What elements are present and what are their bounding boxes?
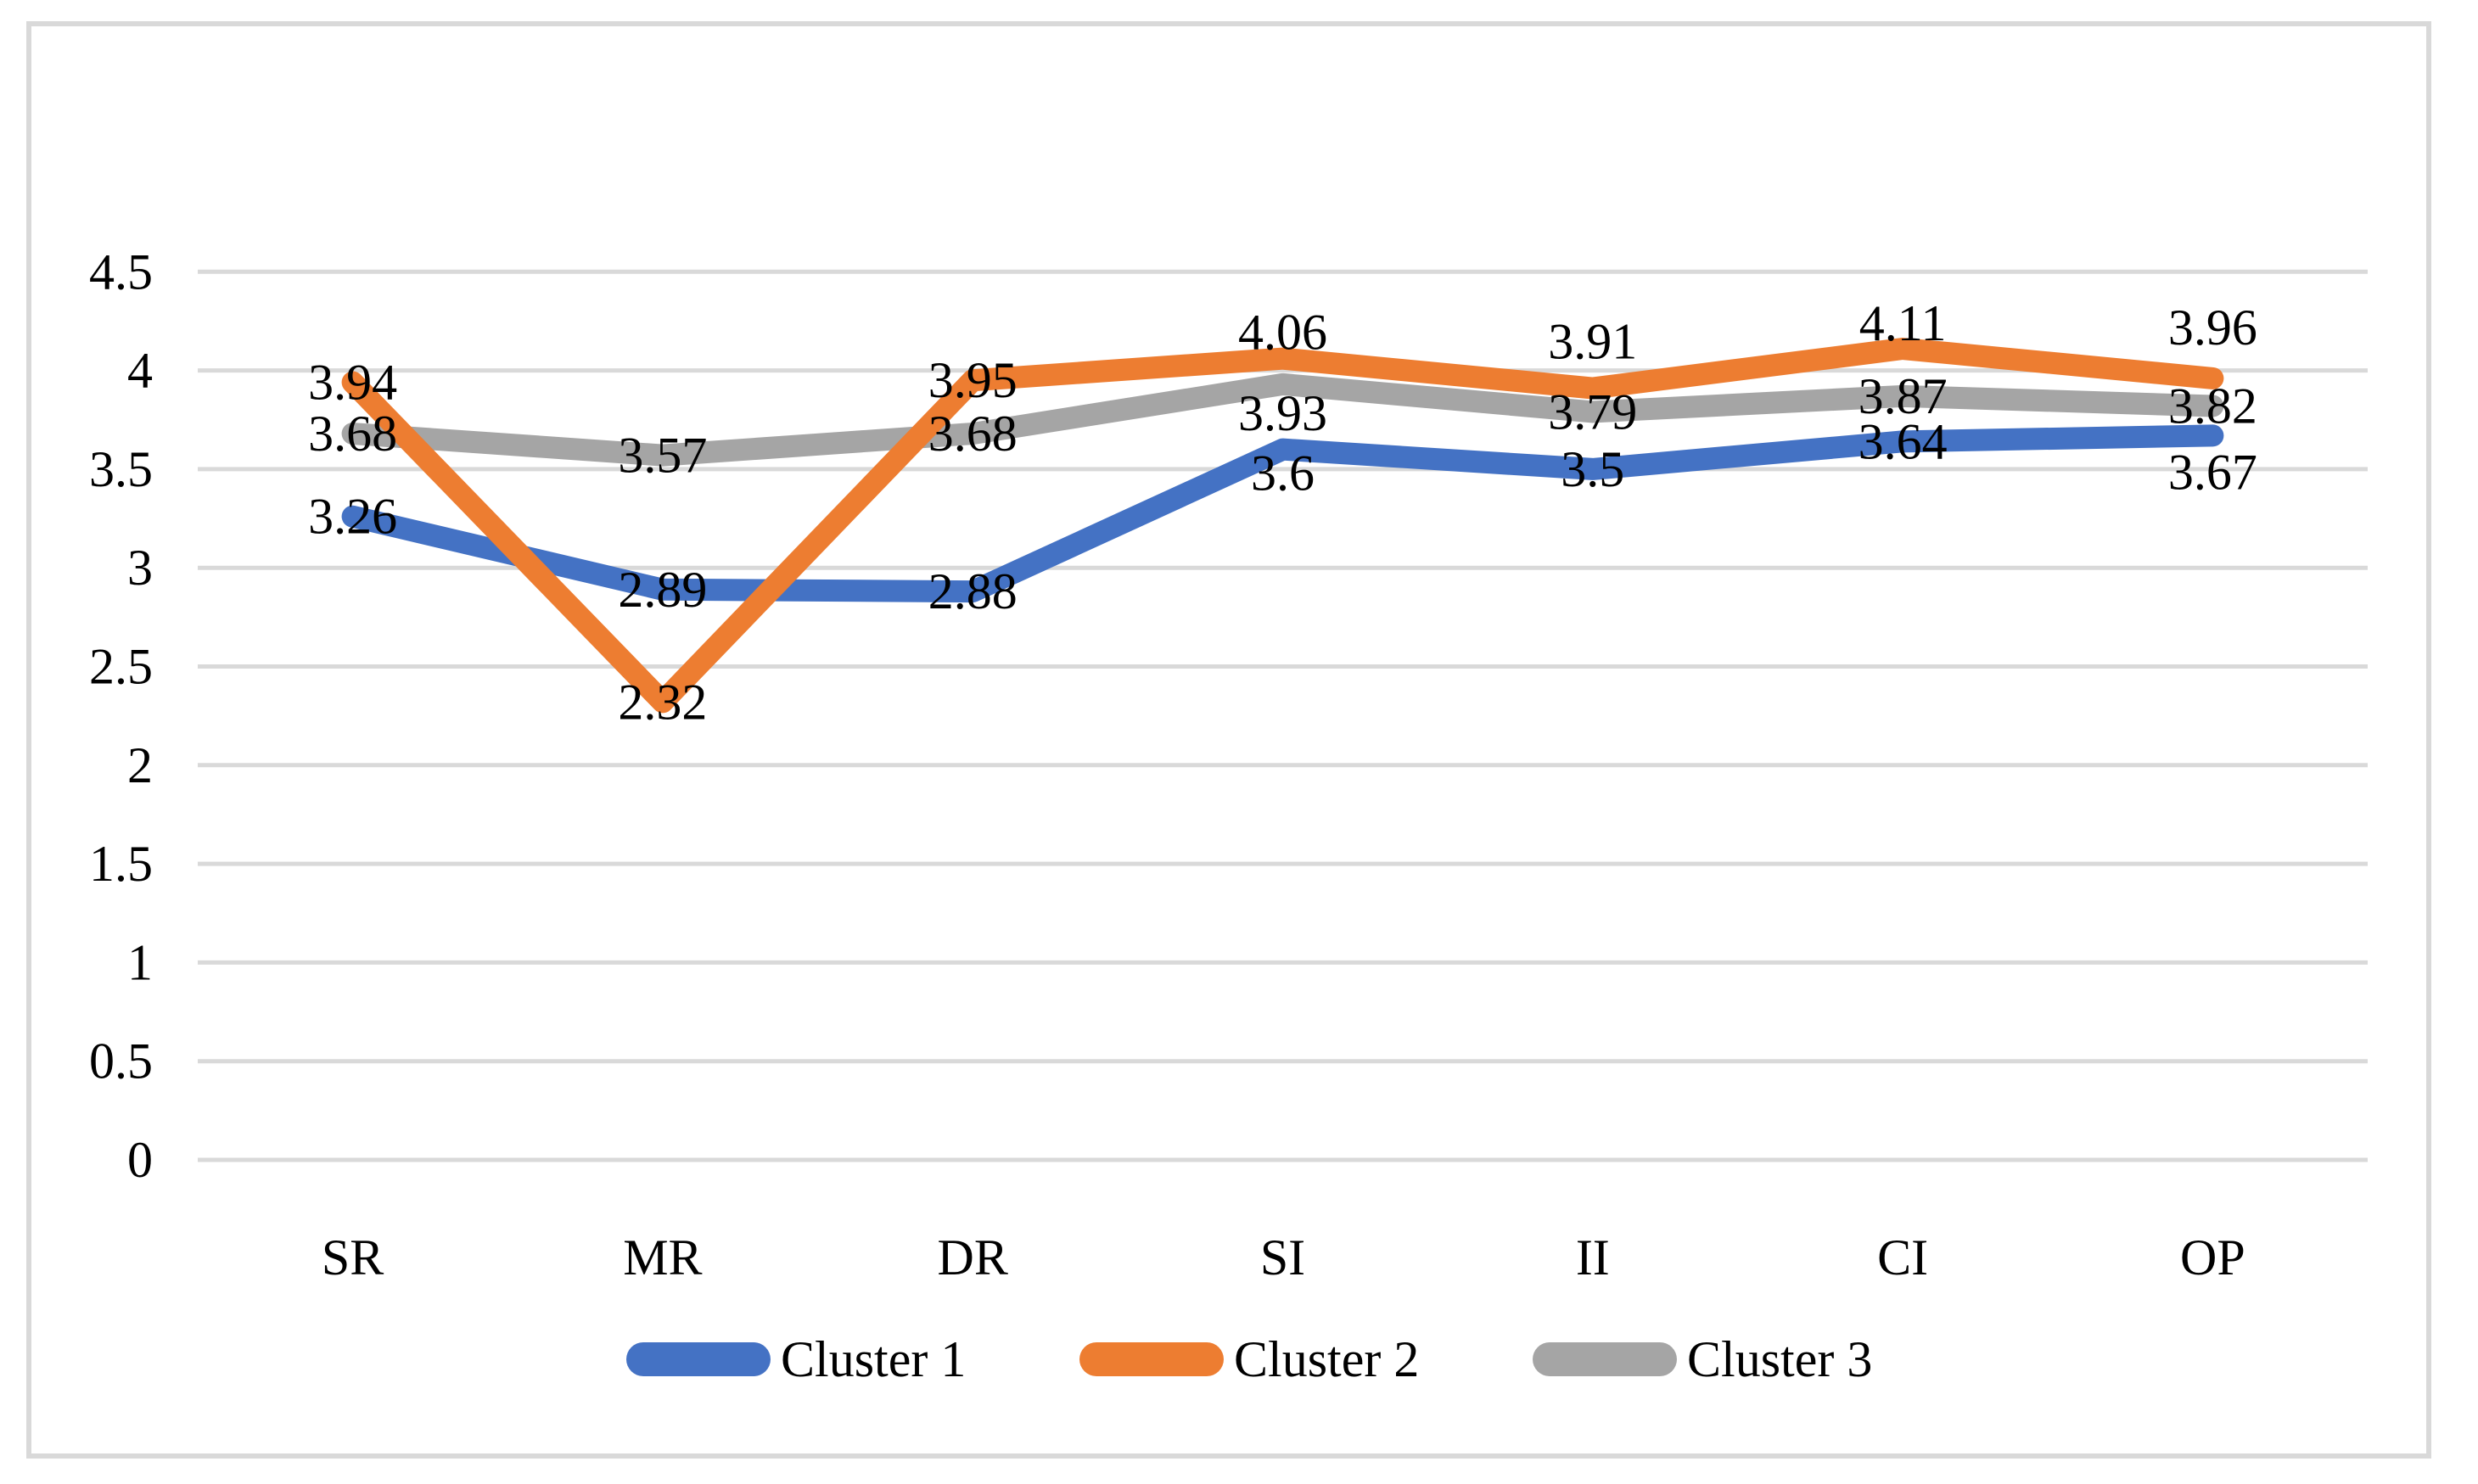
y-axis-tick-label: 4 — [127, 343, 153, 399]
data-label-cluster-2: 3.91 — [1548, 314, 1637, 370]
legend-label-cluster-3: Cluster 3 — [1687, 1331, 1872, 1387]
data-label-cluster-3: 3.82 — [2168, 378, 2257, 434]
data-label-cluster-3: 3.57 — [618, 428, 707, 484]
y-axis-tick-label: 3 — [127, 540, 153, 596]
series-line-cluster-1 — [341, 424, 2224, 603]
data-label-cluster-3: 3.93 — [1238, 385, 1327, 441]
figure-border — [26, 21, 2431, 1459]
data-label-cluster-1: 2.89 — [618, 562, 707, 618]
x-axis-category-label: CI — [1877, 1229, 1928, 1285]
x-axis-category-label: DR — [938, 1229, 1008, 1285]
data-label-cluster-1: 3.6 — [1251, 445, 1315, 501]
legend-swatch-cluster-1 — [626, 1342, 771, 1376]
data-label-cluster-1: 2.88 — [928, 563, 1018, 619]
x-axis-category-label: SR — [322, 1229, 384, 1285]
data-label-cluster-1: 3.64 — [1858, 413, 1948, 469]
data-label-cluster-3: 3.68 — [308, 406, 397, 462]
series-line-cluster-2 — [341, 338, 2224, 714]
legend-label-cluster-1: Cluster 1 — [781, 1331, 966, 1387]
y-axis-tick-label: 3.5 — [89, 441, 153, 497]
data-label-cluster-2: 4.11 — [1859, 295, 1947, 351]
x-axis-category-label: MR — [623, 1229, 702, 1285]
y-axis-tick-label: 4.5 — [89, 244, 153, 300]
data-label-cluster-3: 3.68 — [928, 406, 1018, 462]
y-axis-tick-label: 0.5 — [89, 1033, 153, 1089]
x-axis-category-label: SI — [1260, 1229, 1305, 1285]
y-axis-tick-label: 2 — [127, 737, 153, 793]
legend-swatch-cluster-2 — [1079, 1342, 1224, 1376]
y-axis-tick-label: 1 — [127, 934, 153, 990]
data-label-cluster-1: 3.5 — [1561, 441, 1624, 497]
data-label-cluster-2: 3.95 — [928, 352, 1018, 408]
data-label-cluster-1: 3.67 — [2168, 444, 2257, 500]
y-axis-tick-label: 1.5 — [89, 836, 153, 892]
series-line-cluster-3 — [341, 372, 2224, 467]
y-axis-tick-label: 0 — [127, 1132, 153, 1188]
data-label-cluster-3: 3.79 — [1548, 384, 1637, 440]
data-label-cluster-2: 2.32 — [618, 674, 707, 730]
y-axis-tick-label: 2.5 — [89, 639, 153, 695]
data-label-cluster-2: 4.06 — [1238, 305, 1327, 361]
legend-label-cluster-2: Cluster 2 — [1234, 1331, 1419, 1387]
x-axis-category-label: II — [1576, 1229, 1610, 1285]
data-label-cluster-3: 3.87 — [1858, 368, 1948, 424]
data-label-cluster-2: 3.96 — [2168, 300, 2257, 356]
data-label-cluster-1: 3.26 — [308, 489, 397, 545]
data-label-cluster-2: 3.94 — [308, 355, 397, 411]
x-axis-category-label: OP — [2180, 1229, 2245, 1285]
legend-swatch-cluster-3 — [1533, 1342, 1677, 1376]
